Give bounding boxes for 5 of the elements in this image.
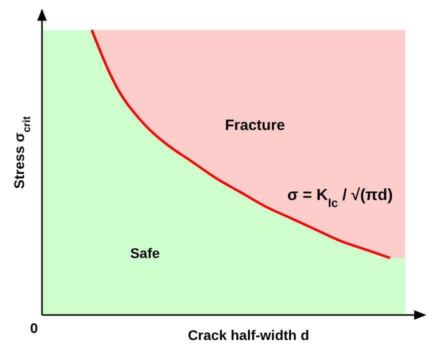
annotation: σ = K$_{Ic}$ / √(πd) xyxy=(287,187,393,210)
x-axis-title: Crack half-width d xyxy=(188,327,310,343)
text: 0 xyxy=(30,320,38,336)
annotation: Safe xyxy=(130,245,160,261)
annotation: Fracture xyxy=(224,117,286,134)
